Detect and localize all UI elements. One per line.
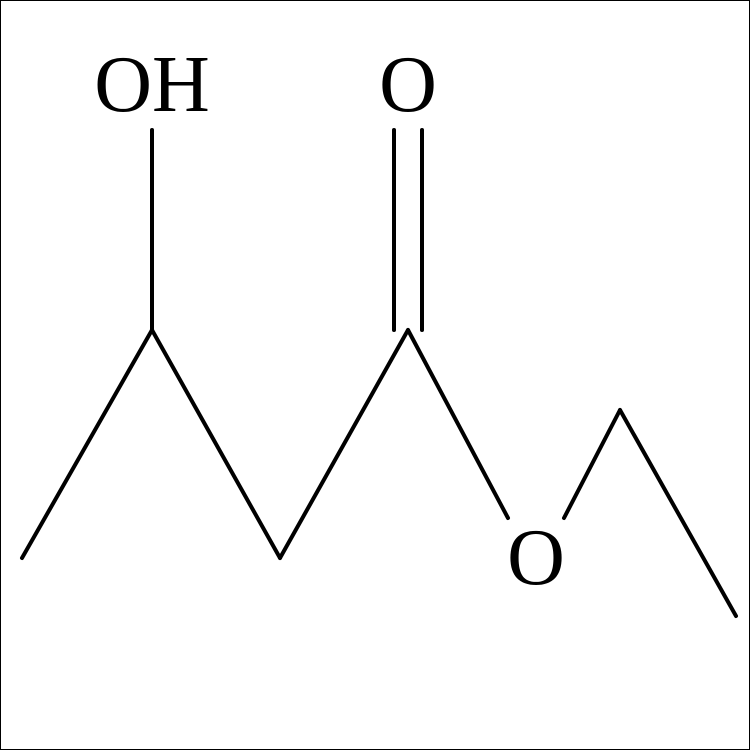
- bond-line: [22, 330, 152, 558]
- bond-line: [620, 410, 736, 616]
- chemical-structure-diagram: OH O O: [0, 0, 750, 750]
- bond-line: [564, 410, 620, 518]
- bond-line: [152, 330, 280, 558]
- bond-line: [408, 330, 508, 518]
- bond-line: [280, 330, 408, 558]
- atom-label-oh: OH: [94, 41, 210, 129]
- atom-label-o1: O: [379, 41, 437, 129]
- atom-label-o2: O: [507, 514, 565, 602]
